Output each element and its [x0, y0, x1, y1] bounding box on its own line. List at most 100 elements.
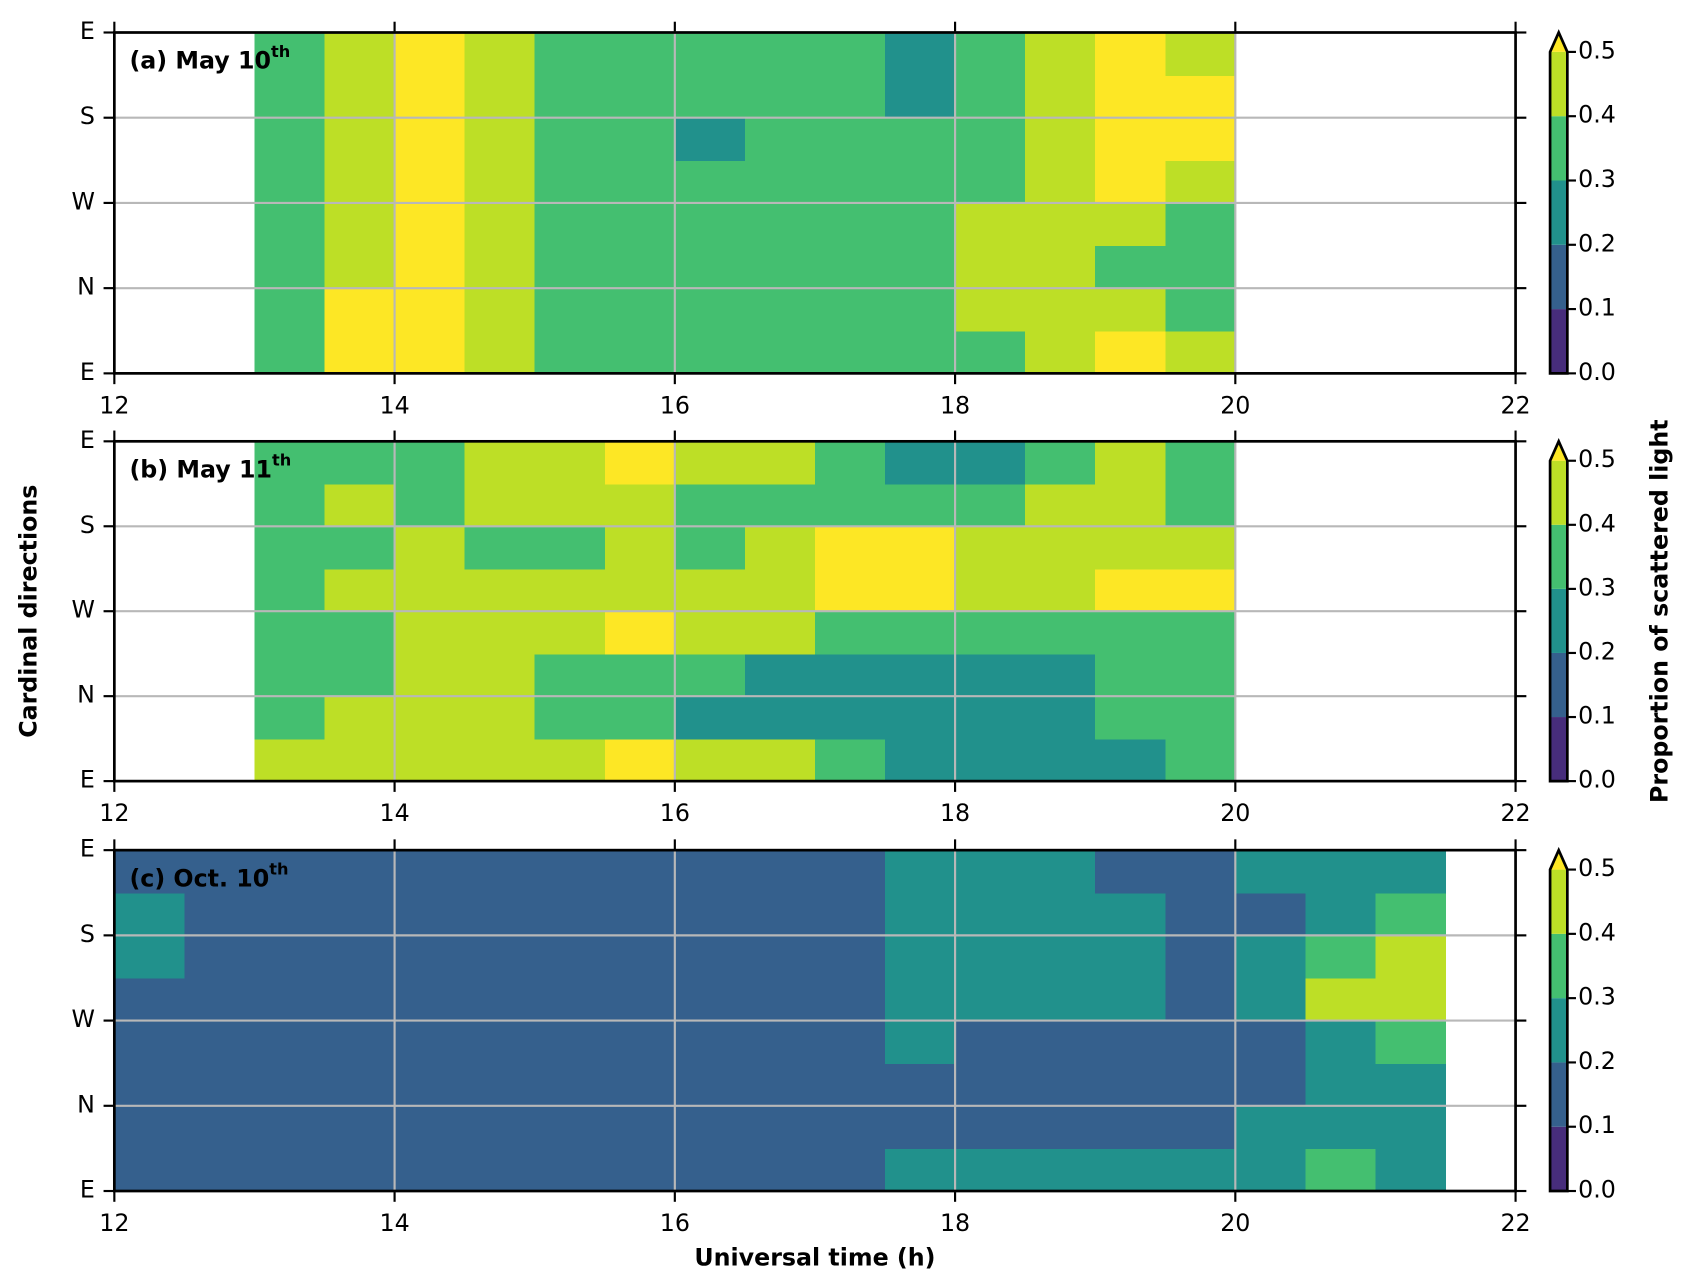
contour-cell: [1025, 32, 1096, 76]
contour-cell: [885, 75, 956, 119]
contour-cell: [674, 1105, 746, 1150]
contour-cell: [955, 483, 1026, 527]
contour-cell: [1165, 288, 1236, 332]
contour-cell: [184, 850, 256, 894]
contour-cell: [885, 1148, 956, 1192]
colorbar-band: [1550, 869, 1568, 934]
contour-cell: [1095, 526, 1166, 570]
contour-cell: [955, 611, 1026, 655]
contour-cell: [604, 977, 676, 1022]
contour-cell: [955, 1020, 1026, 1064]
plot-frame: [112, 31, 1517, 375]
contour-cell: [1375, 977, 1447, 1022]
contour-cell: [184, 1063, 256, 1107]
contour-cell: [324, 892, 396, 937]
colorbar-tick-label: 0.1: [1578, 294, 1616, 322]
contour-cell: [604, 330, 676, 375]
contour-cell: [1025, 483, 1096, 527]
contour-cell: [1235, 1105, 1307, 1150]
contour-cell: [394, 892, 466, 937]
y-tick-label: S: [80, 511, 95, 539]
contour-cell: [1235, 1148, 1307, 1192]
contour-cell: [324, 935, 396, 979]
contour-cell: [184, 1148, 256, 1192]
contour-cell: [955, 441, 1026, 485]
colorbar-tick-label: 0.4: [1578, 509, 1616, 537]
contour-cell: [1095, 1148, 1166, 1192]
contour-cell: [955, 892, 1026, 937]
contour-cell: [1235, 850, 1307, 894]
contour-cell: [394, 75, 466, 119]
contour-cell: [114, 1105, 186, 1150]
x-tick-label: 14: [379, 1209, 409, 1237]
colorbar-tick-label: 0.0: [1578, 766, 1616, 794]
contour-cell: [1025, 738, 1096, 782]
contour-cell: [885, 738, 956, 782]
contour-cell: [1095, 738, 1166, 782]
contour-cell: [1025, 850, 1096, 894]
contour-cell: [1235, 1020, 1307, 1064]
contour-cell: [1095, 696, 1166, 740]
plot-frame: [112, 848, 1517, 1193]
colorbar-tick-label: 0.0: [1578, 358, 1616, 386]
contour-cell: [604, 441, 676, 485]
contour-cell: [1165, 892, 1236, 937]
contour-cell: [1165, 850, 1236, 894]
contour-cell: [324, 1148, 396, 1192]
contour-cell: [1095, 1020, 1166, 1064]
contour-cell: [1235, 1063, 1307, 1107]
contour-cell: [744, 160, 816, 204]
contour-cell: [1165, 245, 1236, 289]
contour-cell: [1025, 245, 1096, 289]
contour-cell: [955, 738, 1026, 782]
plot-frame: [112, 439, 1517, 783]
contour-cell: [1165, 935, 1236, 979]
contour-cell: [464, 738, 536, 782]
contour-cell: [114, 1063, 186, 1107]
colorbar-tick-label: 0.4: [1578, 918, 1616, 946]
contour-cell: [394, 850, 466, 894]
contour-cell: [1095, 160, 1166, 204]
contour-cell: [324, 441, 396, 485]
contour-cell: [604, 1020, 676, 1064]
contour-cell: [534, 75, 606, 119]
panel-title-sup: th: [272, 450, 291, 469]
y-tick-label: E: [80, 1176, 95, 1204]
contour-cell: [534, 117, 606, 161]
contour-cell: [534, 611, 606, 655]
contour-cell: [324, 977, 396, 1022]
contour-cell: [1095, 32, 1166, 76]
contour-cell: [324, 1020, 396, 1064]
contour-cell: [955, 850, 1026, 894]
contour-cell: [604, 696, 676, 740]
contour-cell: [955, 330, 1026, 375]
contour-cell: [534, 483, 606, 527]
contour-cell: [1025, 526, 1096, 570]
contour-cell: [674, 1063, 746, 1107]
contour-cell: [464, 32, 536, 76]
contour-cell: [1095, 117, 1166, 161]
contour-cell: [1095, 850, 1166, 894]
contour-cell: [1165, 526, 1236, 570]
contour-cell: [1095, 288, 1166, 332]
contour-cell: [885, 1063, 956, 1107]
contour-cell: [324, 850, 396, 894]
contour-cell: [1095, 935, 1166, 979]
contour-cell: [394, 483, 466, 527]
contour-cell: [1025, 330, 1096, 375]
contour-cell: [254, 160, 326, 204]
contour-cell: [184, 892, 256, 937]
colorbar-band: [1550, 309, 1568, 374]
contour-cell: [814, 653, 886, 697]
colorbar-tick-label: 0.0: [1578, 1176, 1616, 1204]
contour-cell: [955, 1148, 1026, 1192]
contour-cell: [1025, 568, 1096, 612]
contour-cell: [674, 330, 746, 375]
contour-cell: [534, 653, 606, 697]
contour-cell: [394, 202, 466, 247]
contour-cell: [394, 1020, 466, 1064]
contour-cell: [324, 330, 396, 375]
contour-cell: [814, 160, 886, 204]
